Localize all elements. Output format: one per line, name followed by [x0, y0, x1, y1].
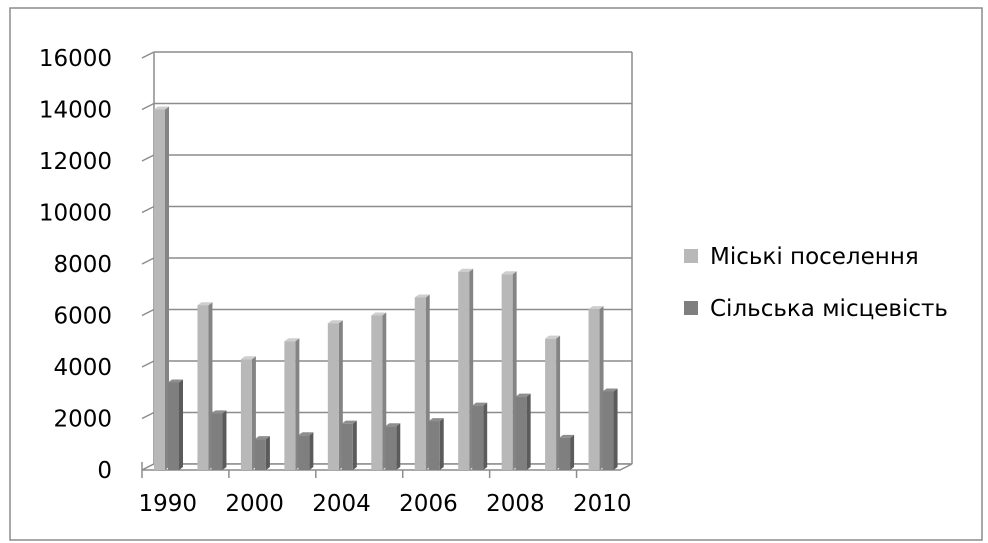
- gridline-side: [141, 205, 155, 214]
- bar: [588, 306, 604, 470]
- gridline-side: [141, 360, 155, 368]
- y-tick-label: 12000: [39, 149, 112, 175]
- y-tick-label: 16000: [39, 46, 112, 72]
- axes: 0 2000 4000 6000 8000 10000 12000 14000 16000 199…: [39, 46, 632, 517]
- y-tick-label: 14000: [39, 98, 112, 124]
- bar: [254, 436, 270, 470]
- bar: [385, 423, 401, 470]
- y-tick-label: 10000: [39, 201, 112, 227]
- bar: [414, 294, 430, 470]
- legend-swatch: [684, 249, 698, 263]
- legend-swatch: [684, 301, 698, 315]
- bars: [154, 106, 618, 470]
- bar: [559, 434, 575, 470]
- bar: [545, 335, 561, 470]
- gridline-side: [141, 411, 155, 420]
- bar: [472, 402, 488, 470]
- x-tick-label: 2004: [312, 491, 371, 517]
- y-tick-label: 8000: [53, 252, 112, 278]
- bar: [501, 271, 517, 470]
- y-tick-label: 0: [97, 458, 112, 484]
- bar: [428, 418, 444, 470]
- bar: [211, 410, 227, 470]
- legend-label: Сільська місцевість: [710, 296, 948, 322]
- bar: [154, 106, 169, 470]
- legend-label: Міські поселення: [710, 244, 919, 270]
- x-tick-label: 2000: [225, 491, 284, 517]
- x-tick-label: 2006: [399, 491, 458, 517]
- bar: [284, 338, 300, 470]
- bar: [327, 320, 343, 470]
- bar: [240, 356, 256, 470]
- bar: [197, 302, 213, 470]
- y-tick-label: 2000: [53, 407, 112, 433]
- x-tick-label: 2008: [486, 491, 545, 517]
- y-tick-label: 6000: [53, 304, 112, 330]
- gridline-side: [141, 51, 155, 59]
- legend: Міські поселення Сільська місцевість: [684, 244, 948, 322]
- gridline-side: [141, 257, 155, 265]
- bar: [458, 268, 474, 470]
- bar: [168, 379, 183, 470]
- bar: [602, 388, 618, 470]
- bar: [371, 312, 387, 470]
- gridline-side: [141, 154, 155, 162]
- bar: [341, 420, 357, 470]
- bar: [298, 432, 314, 470]
- x-tick-label: 1990: [138, 491, 197, 517]
- y-tick-label: 4000: [53, 355, 112, 381]
- bar: [515, 393, 531, 470]
- gridline-side: [141, 102, 155, 111]
- gridline-side: [141, 308, 155, 317]
- x-tick-label: 2010: [573, 491, 632, 517]
